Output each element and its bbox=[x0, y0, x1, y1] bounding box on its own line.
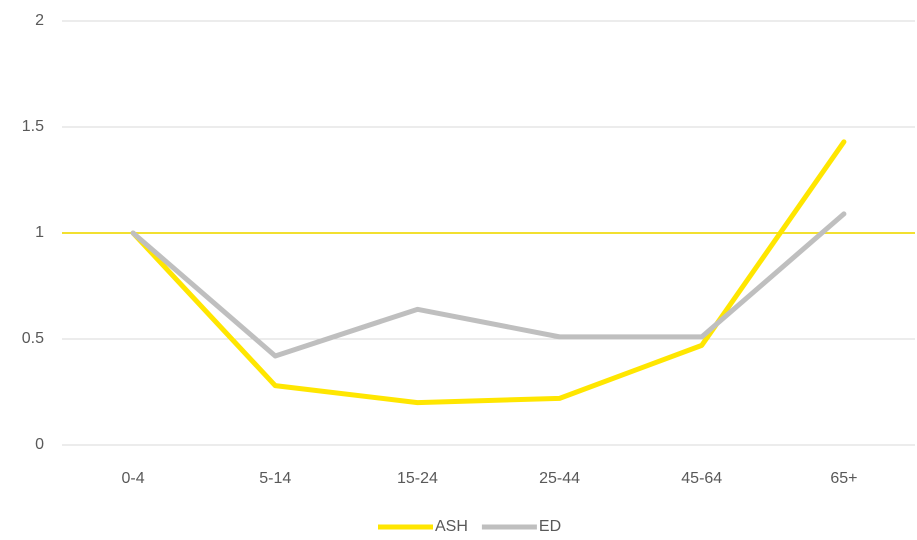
y-tick-label: 1 bbox=[35, 224, 44, 241]
y-tick-label: 1.5 bbox=[22, 118, 44, 135]
series-line bbox=[130, 211, 847, 359]
x-tick-label: 0-4 bbox=[122, 470, 145, 487]
series-line bbox=[130, 139, 847, 406]
x-tick-label: 5-14 bbox=[259, 470, 291, 487]
x-tick-label: 15-24 bbox=[397, 470, 438, 487]
y-tick-label: 0.5 bbox=[22, 330, 44, 347]
y-tick-label: 0 bbox=[35, 436, 44, 453]
legend-label: ED bbox=[539, 518, 561, 535]
y-tick-label: 2 bbox=[35, 12, 44, 29]
x-tick-label: 65+ bbox=[830, 470, 857, 487]
legend-label: ASH bbox=[435, 518, 468, 535]
x-tick-label: 25-44 bbox=[539, 470, 580, 487]
x-tick-label: 45-64 bbox=[681, 470, 722, 487]
